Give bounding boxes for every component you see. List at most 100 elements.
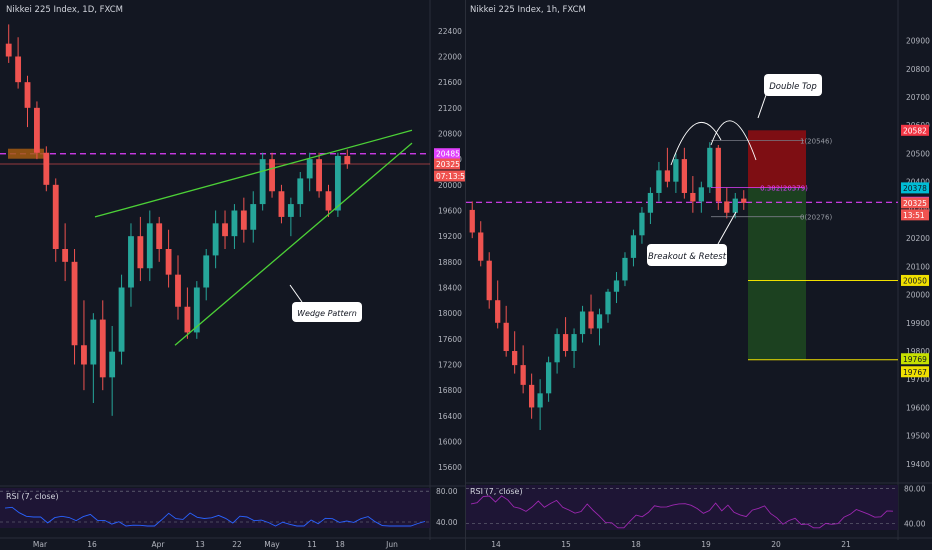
candle-body bbox=[469, 209, 475, 233]
price-tag-label: 20050 bbox=[903, 276, 927, 285]
price-tag-box bbox=[901, 197, 929, 209]
candle-body bbox=[165, 249, 172, 275]
price-tag-box bbox=[901, 124, 929, 136]
y-tick-label: 16800 bbox=[438, 386, 462, 395]
candle-body bbox=[297, 178, 304, 205]
candle-body bbox=[184, 306, 191, 333]
candle-body bbox=[681, 159, 687, 193]
candle-body bbox=[656, 170, 662, 193]
event-marker bbox=[8, 148, 44, 159]
candle-body bbox=[495, 300, 501, 323]
candle-body bbox=[269, 159, 275, 192]
candle-body bbox=[486, 260, 492, 301]
left-chart-svg[interactable]: 2240022000216002120020800204002000019600… bbox=[0, 0, 465, 550]
candle-body bbox=[715, 147, 721, 202]
candle-body bbox=[707, 147, 713, 188]
price-tag-label: 20325 bbox=[436, 160, 460, 169]
candle-body bbox=[128, 236, 134, 288]
candle-body bbox=[724, 201, 730, 213]
x-tick-label: Mar bbox=[33, 540, 48, 549]
y-tick-label: 20200 bbox=[906, 234, 930, 243]
candle-body bbox=[630, 235, 637, 258]
x-tick-label: 22 bbox=[232, 540, 242, 549]
candle-body bbox=[24, 82, 31, 108]
price-tag-box bbox=[901, 209, 929, 221]
candle-body bbox=[613, 280, 620, 292]
candle-body bbox=[15, 56, 22, 83]
candle-body bbox=[554, 334, 560, 363]
candle-body bbox=[240, 210, 247, 230]
price-tag-box bbox=[901, 182, 929, 194]
y-tick-label: 19900 bbox=[906, 319, 930, 328]
price-tag-label: 13:51 bbox=[903, 211, 925, 220]
left-chart-title: Nikkei 225 Index, 1D, FXCM bbox=[6, 5, 124, 15]
candle-body bbox=[137, 236, 144, 269]
rsi-band bbox=[0, 488, 430, 528]
y-tick-label: 20700 bbox=[906, 93, 930, 102]
candle-body bbox=[732, 198, 738, 213]
left-chart-panel[interactable]: 2240022000216002120020800204002000019600… bbox=[0, 0, 465, 550]
right-rsi-label: RSI (7, close) bbox=[470, 487, 523, 496]
x-tick-label: 19 bbox=[701, 540, 711, 549]
rsi-tick-80: 80.00 bbox=[436, 487, 458, 496]
y-tick-label: 21200 bbox=[438, 104, 462, 113]
fib-level-label: 1(20546) bbox=[800, 137, 832, 145]
candle-body bbox=[588, 311, 594, 329]
candle-body bbox=[259, 159, 266, 205]
stop-loss-zone bbox=[748, 130, 806, 188]
right-chart-svg[interactable]: 2090020800207002060020500204002030020200… bbox=[466, 0, 932, 550]
left-rsi-label: RSI (7, close) bbox=[6, 492, 59, 501]
x-tick-label: 21 bbox=[841, 540, 851, 549]
candle-body bbox=[325, 191, 332, 211]
double-top-annotation: Double Top bbox=[769, 82, 817, 92]
x-tick-label: 18 bbox=[335, 540, 345, 549]
candle-body bbox=[203, 255, 210, 288]
price-tag-box bbox=[901, 353, 929, 365]
price-tag-box bbox=[901, 366, 929, 378]
price-tag-box bbox=[434, 170, 465, 182]
candle-body bbox=[34, 107, 40, 153]
candle-body bbox=[562, 334, 569, 352]
candle-body bbox=[622, 257, 628, 281]
rsi-line bbox=[4, 506, 426, 527]
rsi-tick-40: 40.00 bbox=[436, 518, 458, 527]
candle-body bbox=[250, 204, 257, 230]
candle-body bbox=[545, 362, 552, 394]
x-tick-label: 11 bbox=[307, 540, 317, 549]
x-tick-label: 16 bbox=[87, 540, 97, 549]
price-tag-label: 20325 bbox=[903, 199, 927, 208]
y-tick-label: 21600 bbox=[438, 78, 462, 87]
candle-body bbox=[647, 192, 654, 213]
double-top-bubble bbox=[764, 74, 822, 96]
y-tick-label: 20900 bbox=[906, 37, 930, 46]
candle-body bbox=[52, 184, 59, 249]
y-tick-label: 20100 bbox=[906, 262, 930, 271]
retest-bubble bbox=[647, 244, 727, 266]
panel-divider[interactable] bbox=[465, 0, 466, 550]
candle-body bbox=[109, 351, 116, 378]
candle-body bbox=[212, 223, 219, 256]
y-tick-label: 19600 bbox=[438, 207, 462, 216]
y-tick-label: 20400 bbox=[906, 178, 930, 187]
candle-body bbox=[690, 192, 696, 202]
wedge-lower-line bbox=[174, 142, 413, 346]
candle-body bbox=[673, 159, 679, 182]
candle-body bbox=[520, 365, 526, 385]
retest-annotation: Breakout & Retest bbox=[648, 252, 727, 262]
rsi-line bbox=[470, 495, 894, 529]
right-chart-panel[interactable]: 2090020800207002060020500204002030020200… bbox=[466, 0, 932, 550]
y-tick-label: 19600 bbox=[906, 403, 930, 412]
candle-body bbox=[231, 210, 238, 237]
candle-body bbox=[156, 223, 163, 249]
candle-body bbox=[81, 345, 87, 365]
price-tag-label: 20378 bbox=[903, 184, 927, 193]
y-tick-label: 18800 bbox=[438, 258, 462, 267]
candle-body bbox=[571, 334, 577, 352]
candle-body bbox=[698, 187, 704, 202]
candle-body bbox=[118, 287, 125, 352]
take-profit-zone bbox=[748, 187, 806, 360]
wedge-annotation: Wedge Pattern bbox=[297, 309, 357, 318]
candle-body bbox=[529, 384, 535, 408]
retest-pointer bbox=[717, 211, 737, 245]
price-tag-label: 07:13:51 bbox=[436, 172, 465, 181]
